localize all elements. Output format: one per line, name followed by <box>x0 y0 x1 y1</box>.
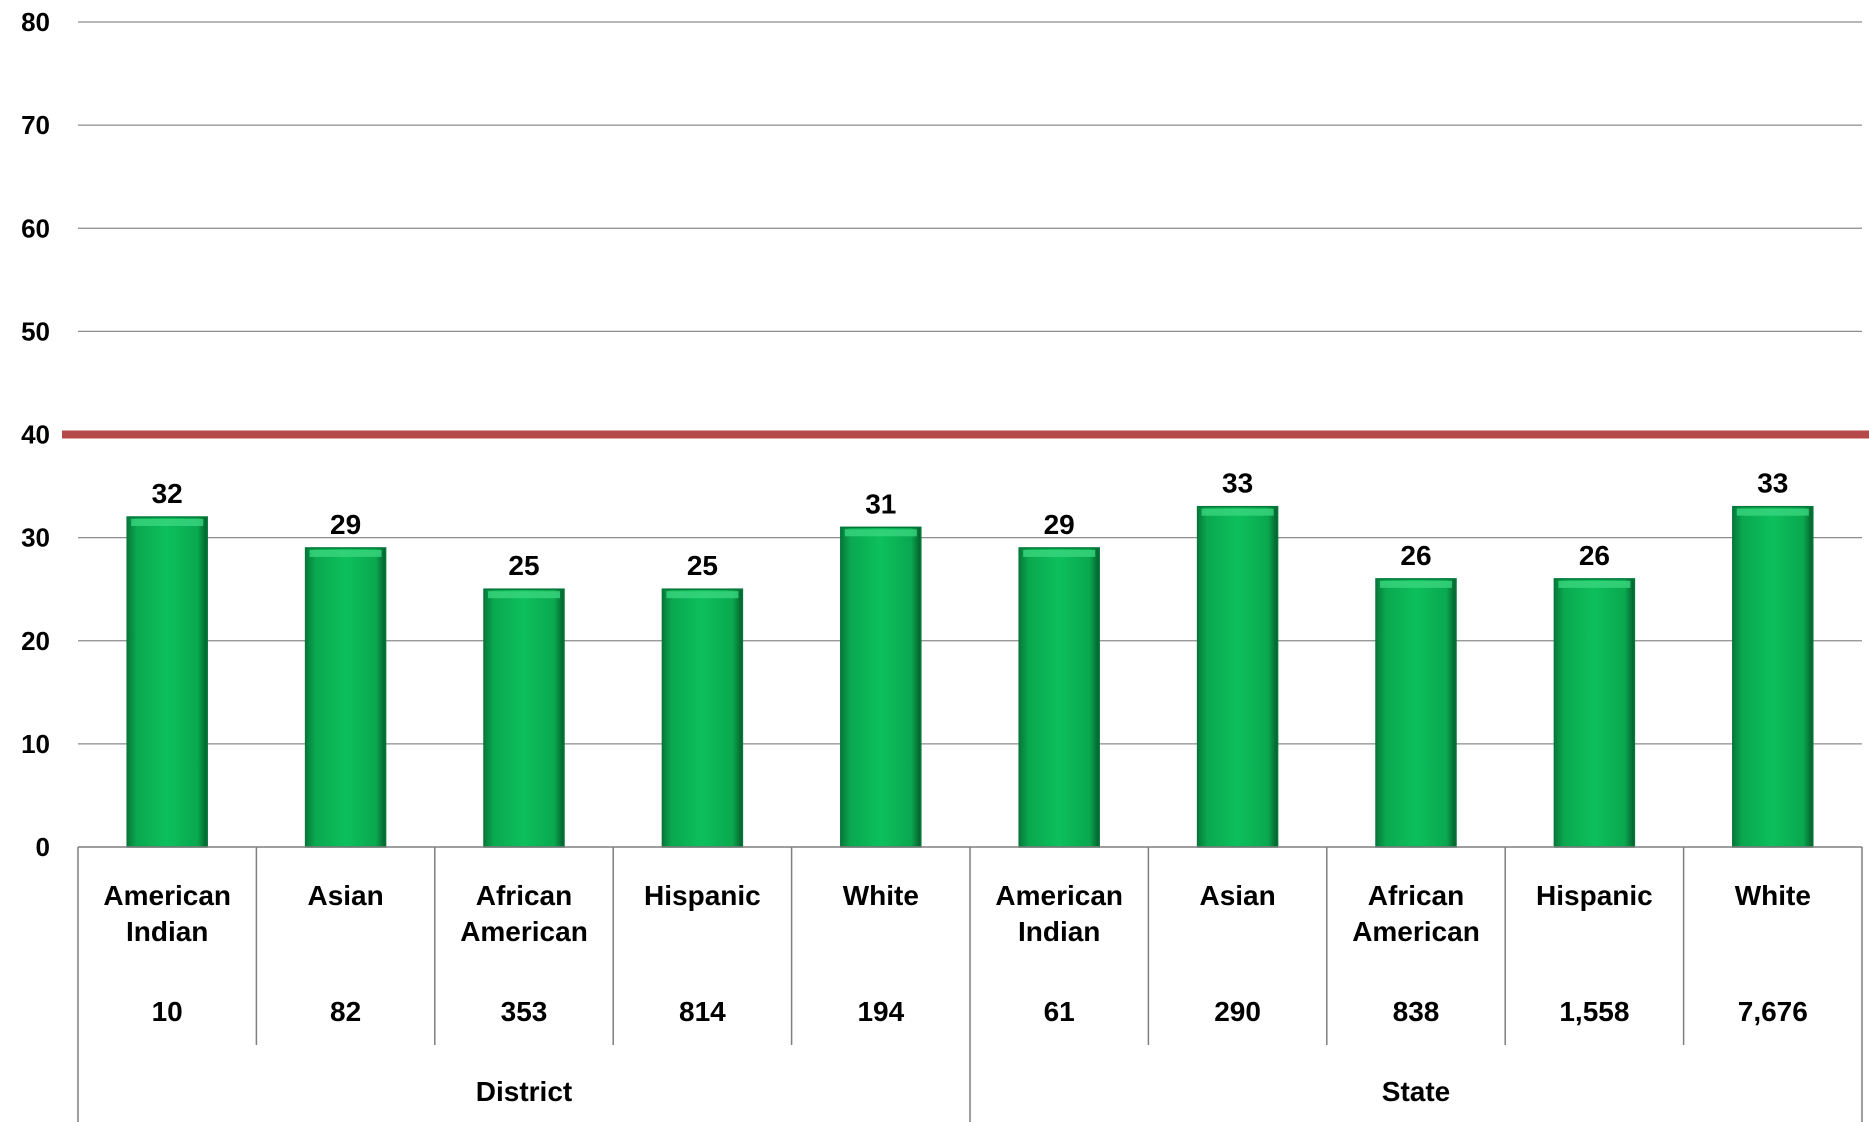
bar <box>126 516 208 848</box>
bar <box>1375 578 1457 848</box>
y-tick-label: 0 <box>36 832 50 862</box>
count-label: 194 <box>857 996 904 1027</box>
bar <box>661 588 744 848</box>
category-label: Asian <box>307 880 383 911</box>
data-label: 26 <box>1579 540 1610 571</box>
category-label: African <box>1368 880 1464 911</box>
y-tick-label: 50 <box>21 316 50 346</box>
category-label: African <box>476 880 572 911</box>
bar-top-highlight <box>1380 580 1452 588</box>
data-label: 26 <box>1400 540 1431 571</box>
bar <box>1553 578 1636 848</box>
category-label: White <box>843 880 919 911</box>
data-label: 29 <box>1044 509 1075 540</box>
count-label: 838 <box>1393 996 1440 1027</box>
data-label: 32 <box>152 478 183 509</box>
bars <box>126 505 1814 848</box>
bar-top-highlight <box>488 591 560 599</box>
bar <box>1732 505 1814 848</box>
category-label: American <box>103 880 231 911</box>
y-tick-label: 10 <box>21 729 50 759</box>
bar-top-highlight <box>309 549 382 557</box>
y-tick-label: 40 <box>21 420 50 450</box>
count-label: 1,558 <box>1559 996 1629 1027</box>
category-label: Hispanic <box>644 880 761 911</box>
data-label: 33 <box>1757 468 1788 499</box>
count-label: 61 <box>1044 996 1075 1027</box>
count-label: 82 <box>330 996 361 1027</box>
count-label: 353 <box>501 996 548 1027</box>
data-label: 33 <box>1222 468 1253 499</box>
data-label: 25 <box>508 550 539 581</box>
count-label: 7,676 <box>1738 996 1808 1027</box>
data-label: 29 <box>330 509 361 540</box>
category-label: Hispanic <box>1536 880 1653 911</box>
category-label: Asian <box>1199 880 1275 911</box>
category-label: Indian <box>126 916 208 947</box>
y-tick-label: 30 <box>21 523 50 553</box>
y-tick-label: 20 <box>21 626 50 656</box>
category-label: Indian <box>1018 916 1100 947</box>
count-label: 290 <box>1214 996 1261 1027</box>
bar <box>304 547 387 848</box>
category-label: White <box>1735 880 1811 911</box>
bar-top-highlight <box>844 529 917 537</box>
data-label: 31 <box>865 488 896 519</box>
bar <box>1196 505 1279 848</box>
bar-top-highlight <box>1736 508 1809 516</box>
bar-top-highlight <box>666 591 739 599</box>
y-tick-label: 70 <box>21 110 50 140</box>
count-label: 10 <box>152 996 183 1027</box>
data-label: 25 <box>687 550 718 581</box>
bar-top-highlight <box>1558 580 1631 588</box>
labels: 0 10 20 30 40 50 60 70 80 32 29 25 25 31 29 33 26 26 33 Ame… <box>21 7 1811 1107</box>
y-tick-label: 60 <box>21 213 50 243</box>
count-label: 814 <box>679 996 726 1027</box>
bar <box>1018 547 1100 848</box>
bar-top-highlight <box>1023 549 1096 557</box>
bar <box>840 526 922 848</box>
axes <box>77 846 1863 1122</box>
bar-top-highlight <box>131 519 204 526</box>
bar-top-highlight <box>1201 508 1274 516</box>
category-label: American <box>460 916 588 947</box>
group-label: District <box>476 1076 572 1107</box>
category-label: American <box>1352 916 1480 947</box>
group-label: State <box>1382 1076 1450 1107</box>
bar <box>483 588 565 848</box>
category-label: American <box>995 880 1123 911</box>
y-tick-label: 80 <box>21 7 50 37</box>
